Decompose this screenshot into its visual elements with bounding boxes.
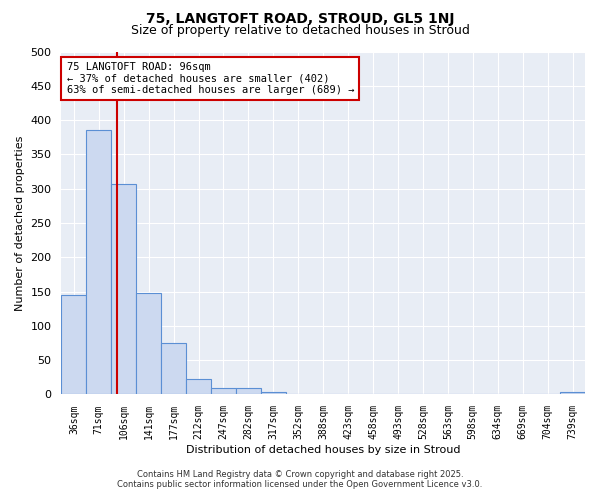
Text: 75 LANGTOFT ROAD: 96sqm
← 37% of detached houses are smaller (402)
63% of semi-d: 75 LANGTOFT ROAD: 96sqm ← 37% of detache… xyxy=(67,62,354,95)
Bar xyxy=(236,388,261,394)
Bar xyxy=(261,392,286,394)
Y-axis label: Number of detached properties: Number of detached properties xyxy=(15,136,25,310)
Bar xyxy=(111,184,136,394)
Bar xyxy=(136,293,161,394)
Bar xyxy=(560,392,585,394)
Text: Contains HM Land Registry data © Crown copyright and database right 2025.
Contai: Contains HM Land Registry data © Crown c… xyxy=(118,470,482,489)
Bar xyxy=(61,295,86,394)
X-axis label: Distribution of detached houses by size in Stroud: Distribution of detached houses by size … xyxy=(186,445,460,455)
Text: 75, LANGTOFT ROAD, STROUD, GL5 1NJ: 75, LANGTOFT ROAD, STROUD, GL5 1NJ xyxy=(146,12,454,26)
Bar xyxy=(86,130,111,394)
Bar xyxy=(161,343,186,394)
Bar xyxy=(211,388,236,394)
Text: Size of property relative to detached houses in Stroud: Size of property relative to detached ho… xyxy=(131,24,469,37)
Bar xyxy=(186,380,211,394)
